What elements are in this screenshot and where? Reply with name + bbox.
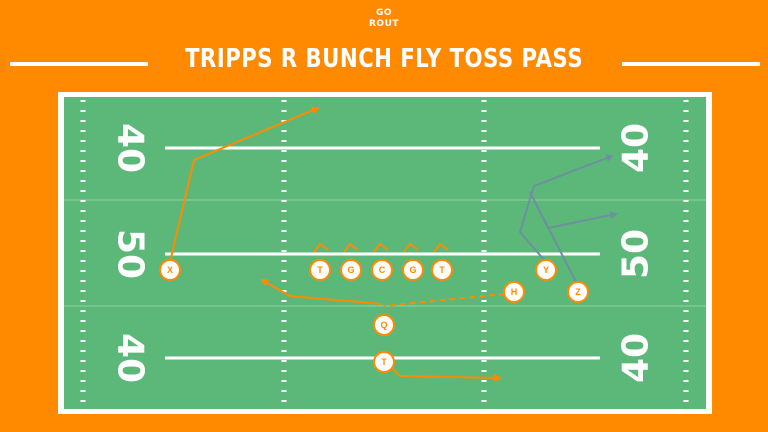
yard-number-left-bottom: 40: [110, 333, 151, 383]
play-title: TRIPPS R BUNCH FLY TOSS PASS: [184, 44, 584, 74]
route-x: [169, 106, 320, 263]
player-right-tackle: T: [431, 259, 453, 281]
player-left-guard: G: [340, 259, 362, 281]
player-quarterback: Q: [373, 314, 395, 336]
svg-text:Z: Z: [575, 287, 581, 297]
svg-text:T: T: [381, 357, 387, 367]
yard-number-right-top: 40: [616, 123, 657, 173]
yard-number-left-top: 40: [110, 123, 151, 173]
player-h: H: [503, 281, 525, 303]
player-right-guard: G: [402, 259, 424, 281]
title-rule-right: [622, 62, 760, 66]
logo-line-1: GO: [375, 8, 393, 18]
player-x: X: [159, 259, 181, 281]
svg-text:Q: Q: [380, 320, 387, 330]
blocking-marks: [313, 242, 449, 253]
yard-number-right-middle: 50: [616, 229, 657, 279]
route-z: [529, 191, 618, 287]
yard-number-right-bottom: 40: [616, 333, 657, 383]
player-y: Y: [535, 259, 557, 281]
player-z: Z: [567, 281, 589, 303]
yard-number-left-middle: 50: [110, 229, 151, 279]
player-tailback: T: [373, 351, 395, 373]
svg-text:X: X: [167, 265, 173, 275]
svg-text:H: H: [511, 287, 518, 297]
svg-text:G: G: [347, 265, 354, 275]
player-center: C: [371, 259, 393, 281]
svg-text:G: G: [409, 265, 416, 275]
route-y: [518, 154, 614, 263]
route-toss: [260, 279, 383, 305]
player-left-tackle: T: [309, 259, 331, 281]
hash-marks: [80, 100, 689, 406]
route-h-motion: [383, 293, 506, 307]
svg-text:T: T: [439, 265, 445, 275]
svg-text:C: C: [379, 265, 386, 275]
players: X T G C G T Q T: [159, 259, 589, 373]
title-rule-left: [10, 62, 148, 66]
svg-text:Y: Y: [543, 265, 549, 275]
routes: [169, 106, 618, 382]
logo-line-2: ROUT: [368, 19, 400, 29]
svg-text:T: T: [317, 265, 323, 275]
gorout-logo: GO ROUT: [358, 8, 410, 34]
